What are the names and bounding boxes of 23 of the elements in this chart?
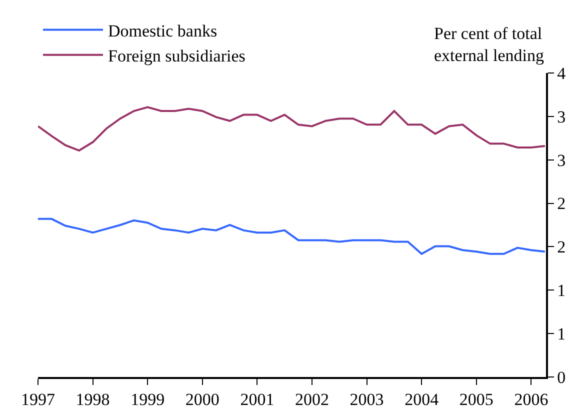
- x-tick-label: 2000: [185, 390, 220, 410]
- y-axis-title: Per cent of total external lending: [434, 24, 544, 66]
- y-tick-label: 2: [557, 238, 566, 257]
- x-tick-label: 2005: [459, 390, 494, 410]
- y-tick-label: 1: [557, 281, 566, 300]
- y-tick-label: 1: [557, 324, 566, 344]
- y-tick-label: 0: [557, 368, 566, 387]
- line-series: [38, 106, 546, 152]
- x-tick-label: 2006: [514, 390, 548, 410]
- x-tick-label: 2001: [240, 390, 274, 410]
- line-series: [38, 218, 546, 255]
- x-tick-label: 1999: [130, 390, 165, 410]
- x-tick-label: 2002: [295, 390, 329, 410]
- legend-label: Domestic banks: [108, 21, 218, 40]
- x-tick-label: 2004: [404, 390, 440, 410]
- y-tick-label: 3: [557, 150, 566, 170]
- x-tick-label: 1998: [76, 390, 110, 410]
- x-tick-label: 1997: [21, 390, 56, 410]
- y-tick-label: 4: [557, 64, 566, 83]
- x-tick-label: 2003: [350, 390, 384, 410]
- y-tick-label: 3: [557, 107, 566, 126]
- legend-label: Foreign subsidiaries: [108, 46, 246, 66]
- y-tick-label: 2: [557, 194, 566, 214]
